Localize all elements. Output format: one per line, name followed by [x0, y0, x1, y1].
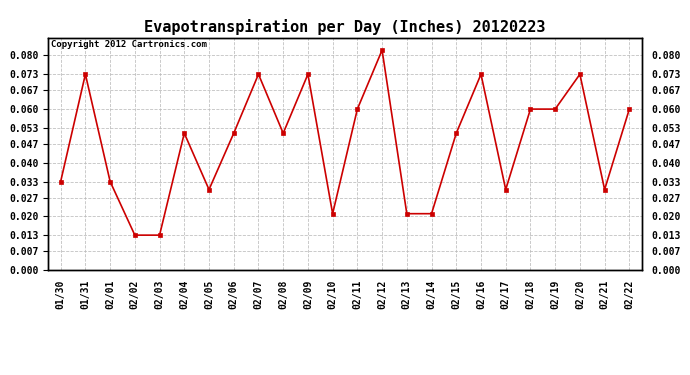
Text: Copyright 2012 Cartronics.com: Copyright 2012 Cartronics.com	[51, 40, 207, 49]
Title: Evapotranspiration per Day (Inches) 20120223: Evapotranspiration per Day (Inches) 2012…	[144, 19, 546, 35]
